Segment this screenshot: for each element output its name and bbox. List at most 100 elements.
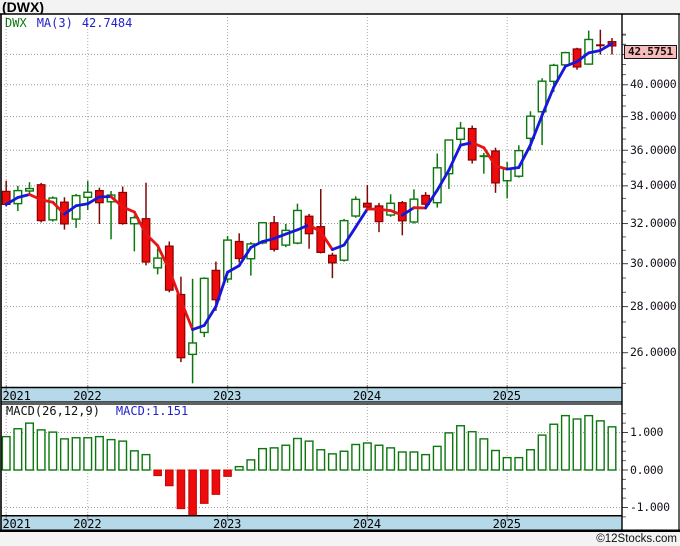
year-label-lower: 2022 [73, 516, 102, 531]
candle-body-up [48, 197, 58, 221]
macd-bar-negative [223, 469, 232, 477]
macd-axis-label: 1.000 [630, 425, 664, 439]
price-axis-label: 32.0000 [630, 216, 677, 231]
ma-line-segment [470, 141, 486, 150]
year-label-lower: 2024 [352, 516, 381, 531]
year-label-lower: 2023 [213, 516, 242, 531]
macd-bar-positive [258, 447, 268, 471]
date-band-1 [1, 387, 622, 402]
macd-bar-positive [234, 465, 244, 471]
macd-bar-positive [59, 438, 69, 471]
macd-bar-negative [153, 469, 162, 477]
ma-line-segment [51, 200, 66, 216]
candle-body-up [292, 209, 302, 244]
macd-bar-negative [165, 469, 174, 487]
credit-link[interactable]: ©12Stocks.com [596, 533, 677, 545]
macd-bar-positive [292, 437, 302, 471]
macd-bar-positive [572, 418, 582, 471]
candle-body-down [234, 240, 244, 260]
year-label-upper: 2025 [492, 388, 521, 403]
main-panel-bg [1, 14, 622, 388]
macd-bar-positive [409, 451, 419, 471]
year-label-upper: 2021 [2, 388, 31, 403]
macd-bar-positive [549, 423, 559, 471]
ma-line-segment [261, 237, 276, 243]
main-chart-legend: DWX MA(3) 42.7484 [5, 17, 132, 29]
macd-legend-value: MACD:1.151 [115, 403, 189, 418]
macd-bar-positive [491, 449, 501, 471]
ma-line-segment [330, 243, 346, 251]
ma-line-segment [424, 188, 439, 210]
candle-body-up [560, 51, 570, 66]
macd-bar-positive [456, 425, 466, 471]
candle-body-down [176, 293, 186, 359]
ma-line-segment [179, 299, 195, 332]
year-label-upper: 2024 [352, 388, 381, 403]
macd-bar-positive [351, 443, 361, 471]
candle-body-up [456, 127, 466, 141]
ma-line-segment [63, 204, 78, 216]
date-band-2 [1, 516, 622, 530]
ma-line-segment [505, 166, 521, 171]
macd-bar-positive [36, 429, 46, 471]
macd-bar-positive [316, 449, 326, 471]
price-axis-label: 34.0000 [630, 178, 677, 193]
ma-line-segment [459, 141, 474, 147]
ma-line-segment [39, 198, 55, 204]
price-axis-label: 26.0000 [630, 345, 677, 360]
ma-line-segment [202, 305, 218, 327]
candle-body-up [549, 64, 559, 83]
macd-bar-positive [421, 453, 431, 471]
macd-legend: MACD(26,12,9) MACD:1.151 [6, 405, 188, 417]
candle-body-down [397, 202, 407, 222]
candle-body-up [83, 191, 93, 198]
macd-bar-positive [502, 456, 512, 471]
ma-line-segment [226, 264, 241, 274]
ma-line-segment [132, 210, 148, 236]
macd-bar-positive [269, 447, 279, 471]
candle-body-up [153, 257, 163, 269]
ma-line-segment [74, 202, 90, 208]
macd-bar-positive [479, 438, 489, 471]
macd-axis-label: 0.000 [630, 462, 664, 477]
candle-body-down [211, 269, 221, 301]
macd-bar-positive [560, 414, 570, 471]
candle-body-down [36, 184, 46, 222]
candle-body-up [351, 198, 361, 217]
macd-bar-positive [1, 435, 11, 471]
legend-ma-value: 42.7484 [81, 16, 133, 30]
price-axis-label: 36.0000 [630, 142, 677, 157]
macd-bar-positive [106, 438, 116, 471]
candle-body-up [525, 115, 535, 140]
ma-line-segment [28, 193, 43, 202]
macd-bar-negative [199, 469, 209, 504]
candle-body-up [223, 239, 233, 280]
ma-line-segment [156, 244, 171, 272]
macd-bar-positive [141, 453, 151, 471]
year-label-lower: 2021 [2, 516, 31, 531]
ma-line-segment [552, 64, 567, 89]
legend-ma-label: MA(3) [36, 16, 73, 30]
macd-bar-positive [444, 432, 454, 471]
ma-line-segment [214, 270, 229, 308]
macd-bar-positive [595, 420, 605, 471]
ma-line-segment [272, 232, 288, 240]
ma-line-segment [121, 205, 136, 214]
macd-bar-positive [71, 437, 81, 471]
year-label-upper: 2023 [213, 388, 242, 403]
ma-line-segment [540, 85, 556, 117]
price-axis-label: 40.0000 [630, 77, 677, 92]
ma-line-segment [354, 207, 369, 229]
ma-line-segment [435, 168, 451, 192]
macd-bar-negative [188, 469, 197, 516]
macd-bar-positive [537, 434, 547, 471]
macd-bar-positive [467, 431, 477, 471]
ma-line-segment [598, 42, 614, 52]
ma-line-segment [447, 143, 462, 172]
ma-line-segment [377, 207, 393, 212]
macd-bar-positive [397, 451, 407, 471]
price-axis-label: 38.0000 [630, 109, 677, 124]
macd-bar-positive [362, 442, 372, 471]
macd-bar-positive [94, 435, 104, 471]
